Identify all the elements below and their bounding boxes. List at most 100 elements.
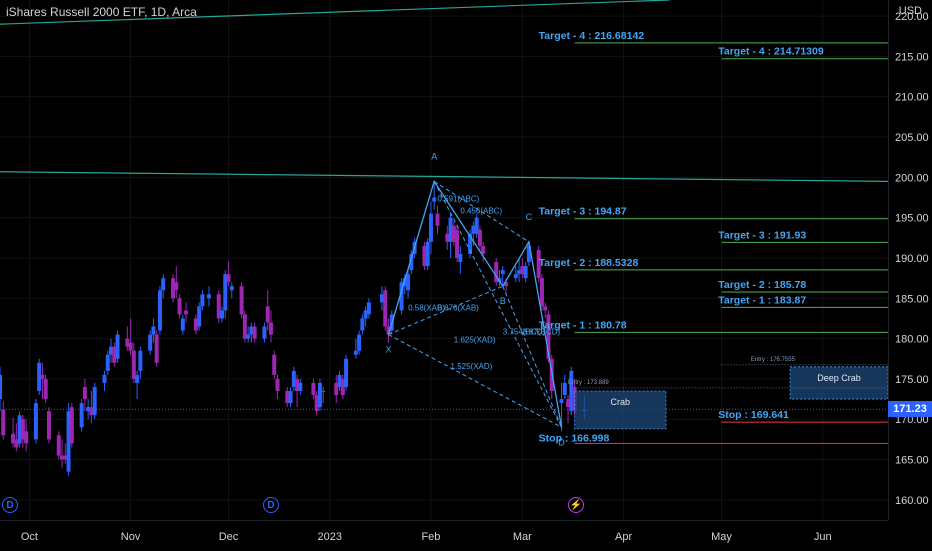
y-tick-label: 185.00 [895,293,929,305]
lightning-event-icon[interactable]: ⚡ [568,497,584,513]
candle-body [458,253,463,263]
candle-body [337,374,342,387]
candle-body [102,374,107,383]
candle-body [46,411,51,440]
candle-body [157,290,162,331]
candle-body [138,350,143,371]
time-axis[interactable] [0,520,888,551]
candle-body [79,403,84,428]
candle-body [86,407,91,412]
stop-label: Stop : 169.641 [718,409,789,421]
candle-body [60,455,65,460]
candle-body [92,386,97,416]
candle-body [517,270,522,275]
candle-body [340,378,345,396]
target-label: Target - 4 : 214.71309 [718,46,824,58]
pattern-ratio-label: 1.525(XAD) [451,362,493,371]
dividend-event-icon[interactable]: D [2,497,18,513]
candle-body [383,290,388,327]
candle-body [229,286,234,291]
last-price-badge: 171.23 [888,401,932,417]
candle-body [109,346,113,355]
candle-body [422,245,427,267]
candle-body [200,294,205,307]
price-axis[interactable] [888,0,932,520]
candle-body [242,314,247,339]
pattern-ratio-label: 0.876(XAB) [437,303,479,312]
target-label: Target - 2 : 188.5328 [539,257,639,269]
x-tick-label: 2023 [317,531,341,543]
candle-body [321,391,326,393]
candle-body [494,262,499,283]
pattern-point-label: X [385,345,391,355]
candle-body [471,225,476,234]
candle-body [477,229,482,246]
x-tick-label: Nov [121,531,141,543]
candle-body [148,334,153,351]
entry-label: Entry : 173.889 [568,380,609,386]
trend-line [0,0,670,25]
candle-body [353,350,358,355]
candle-body [468,233,473,254]
stop-label: Stop : 166.998 [539,432,610,444]
pattern-point-label: A [431,151,437,161]
candle-body [14,439,19,448]
candle-body [37,362,42,392]
target-label: Target - 3 : 191.93 [718,229,806,241]
entry-label: Entry : 176.7555 [751,357,796,363]
harmonic-ratio-line [502,286,562,428]
candle-body [151,326,156,335]
candle-body [513,274,518,279]
candle-body [177,298,182,315]
y-tick-label: 200.00 [895,172,929,184]
candle-body [268,322,273,335]
zone-label: Crab [611,397,631,407]
y-tick-label: 205.00 [895,132,929,144]
x-tick-label: Oct [21,531,38,543]
candle-body [20,419,25,440]
target-label: Target - 1 : 180.78 [539,319,627,331]
candle-body [262,326,267,339]
candle-body [89,407,94,416]
candle-body [569,370,574,412]
pattern-ratio-label: 0.58(XAB) [408,303,445,312]
pattern-ratio-label: 1.625(XAD) [454,336,496,345]
x-tick-label: Feb [421,531,440,543]
candle-body [428,213,433,242]
candle-body [24,431,29,444]
candle-body [566,399,571,408]
y-tick-label: 160.00 [895,495,929,507]
y-tick-label: 170.00 [895,414,929,426]
candle-body [288,391,293,404]
candle-body [66,411,71,472]
candle-body [184,310,189,315]
y-tick-label: 180.00 [895,334,929,346]
candle-body [543,306,548,311]
candle-body [43,378,48,400]
candle-body [220,310,224,319]
candle-body [526,245,531,263]
candle-body [0,374,2,400]
candle-body [500,270,505,275]
candle-body [504,282,509,287]
candle-body [11,433,16,444]
candle-body [311,382,316,396]
currency-label: USD [898,5,922,17]
zone-label: Deep Crab [817,373,861,383]
candle-body [223,274,228,311]
candle-body [171,278,176,299]
candle-body [435,213,440,226]
dividend-event-icon[interactable]: D [263,497,279,513]
target-zone [789,366,889,400]
candle-body [131,350,136,379]
candle-body [226,274,231,283]
candle-body [252,326,257,339]
candle-body [33,403,38,440]
y-tick-label: 220.00 [895,11,929,23]
candle-body [115,334,120,359]
candle-body [536,249,541,279]
x-tick-label: Dec [219,531,239,543]
y-tick-label: 165.00 [895,455,929,467]
pattern-ratio-label: 0.591(ABC) [437,195,479,204]
